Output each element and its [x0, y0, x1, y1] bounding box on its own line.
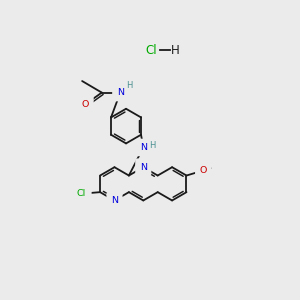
Text: N: N — [111, 196, 118, 205]
Text: N: N — [140, 163, 147, 172]
FancyBboxPatch shape — [106, 192, 123, 209]
Text: H: H — [171, 44, 179, 57]
FancyBboxPatch shape — [77, 95, 94, 113]
Text: N: N — [117, 88, 124, 97]
FancyBboxPatch shape — [112, 84, 128, 101]
FancyBboxPatch shape — [195, 162, 211, 180]
FancyBboxPatch shape — [135, 158, 152, 176]
FancyBboxPatch shape — [135, 139, 152, 156]
FancyBboxPatch shape — [70, 184, 92, 202]
Text: H: H — [149, 141, 156, 150]
Text: Cl: Cl — [146, 44, 157, 57]
Text: Cl: Cl — [76, 189, 86, 198]
Text: H: H — [126, 81, 132, 90]
Text: O: O — [82, 100, 89, 109]
Text: N: N — [140, 143, 147, 152]
Text: O: O — [200, 167, 207, 176]
